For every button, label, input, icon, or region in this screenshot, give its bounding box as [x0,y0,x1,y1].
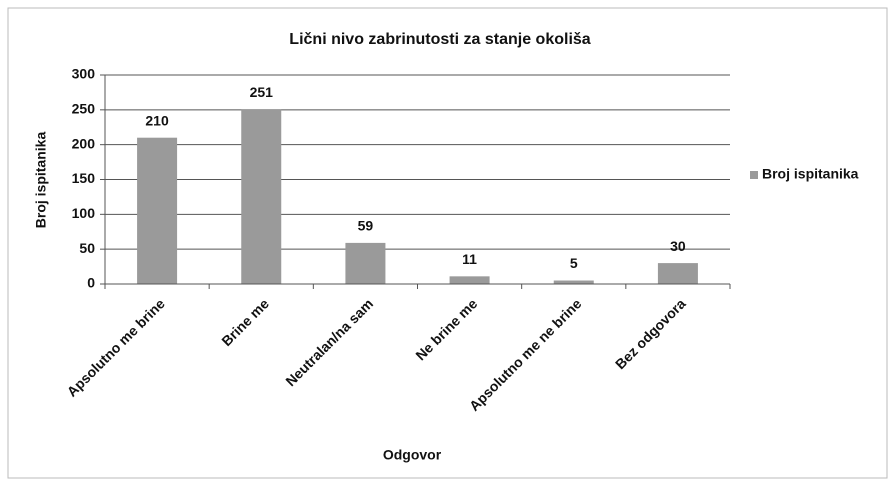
data-label: 11 [462,251,477,267]
bar [137,137,178,284]
x-axis-label: Odgovor [383,447,442,463]
data-label: 59 [358,218,374,234]
y-tick-label: 50 [79,240,95,256]
bar [553,280,594,284]
legend-swatch [750,171,758,179]
y-tick-label: 150 [72,170,96,186]
data-label: 251 [250,84,274,100]
chart-title: Lični nivo zabrinutosti za stanje okoliš… [289,31,590,48]
legend-label: Broj ispitanika [762,166,859,182]
bar [241,109,282,285]
data-label: 30 [670,238,686,254]
y-tick-label: 100 [72,205,96,221]
bar [449,276,490,284]
y-axis-label: Broj ispitanika [33,132,49,229]
data-label: 210 [145,112,169,128]
bar [345,242,386,284]
y-tick-label: 0 [87,275,95,291]
data-label: 5 [570,255,578,271]
y-tick-label: 250 [72,101,96,117]
y-tick-label: 200 [72,135,96,151]
y-tick-label: 300 [72,66,96,82]
bar [657,263,698,284]
